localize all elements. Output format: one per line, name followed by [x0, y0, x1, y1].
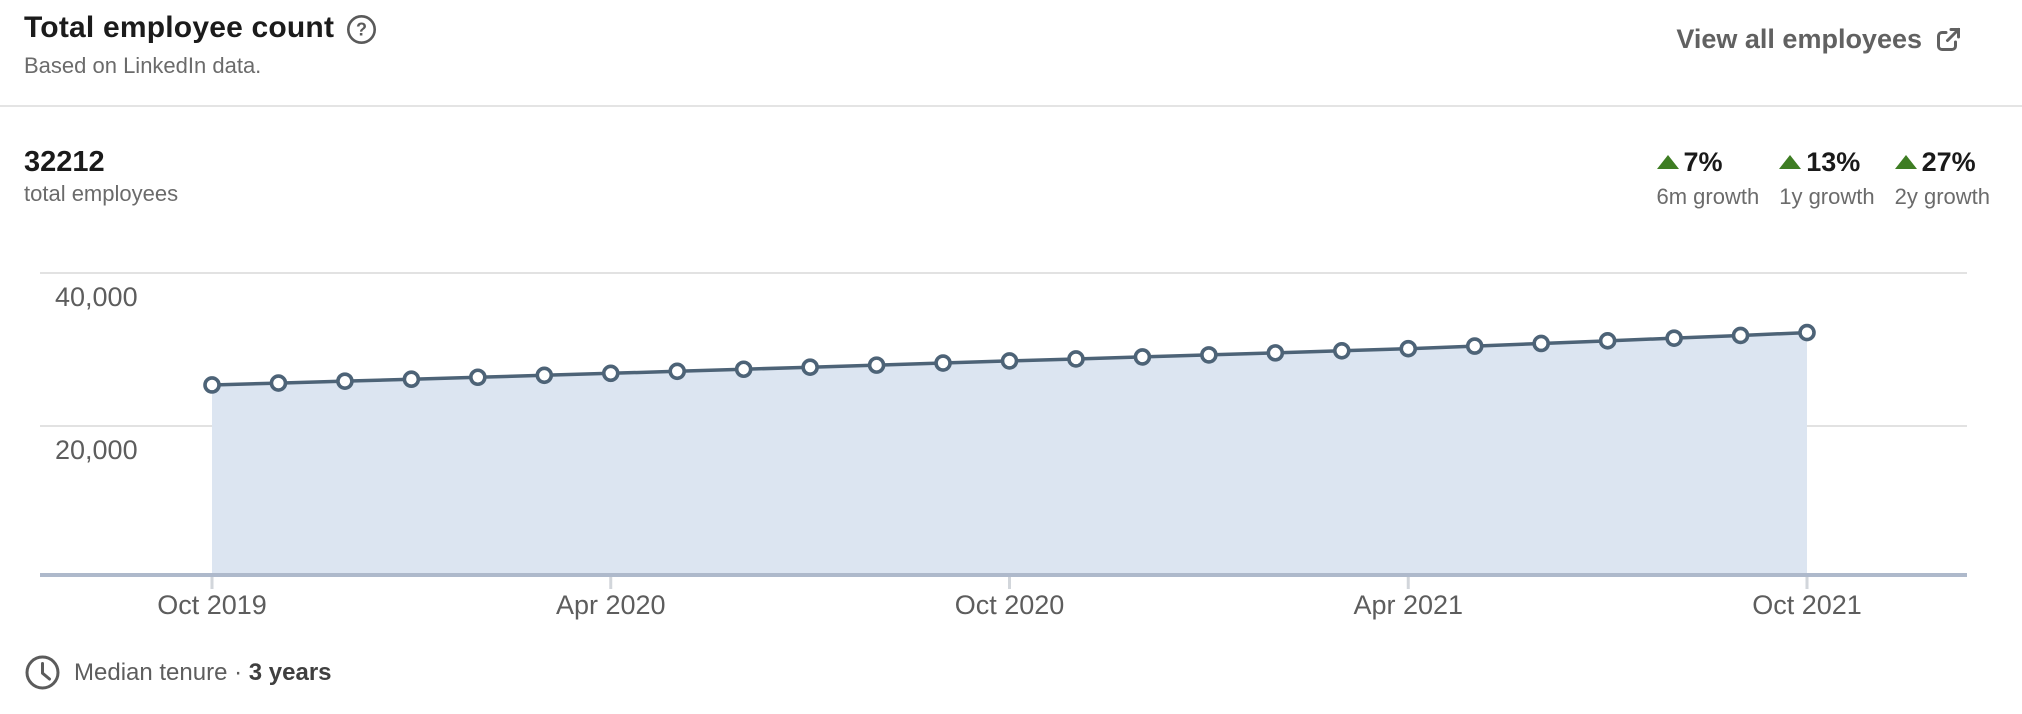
stats-row: 32212 total employees 7% 6m growth 13% 1…	[0, 147, 2022, 209]
total-employees-stat: 32212 total employees	[24, 147, 178, 206]
data-point[interactable]	[1798, 323, 1816, 342]
growth-pct: 27%	[1921, 146, 1976, 177]
view-all-employees-link[interactable]: View all employees	[1676, 24, 1962, 55]
median-tenure-value: 3 years	[248, 658, 332, 686]
subtitle: Based on LinkedIn data.	[24, 53, 262, 78]
data-point[interactable]	[1598, 332, 1617, 350]
data-point[interactable]	[469, 368, 487, 387]
y-axis-tick-label: 20,000	[55, 435, 138, 465]
header-left: Total employee count ? Based on LinkedIn…	[24, 10, 377, 80]
growth-pct: 13%	[1806, 146, 1861, 177]
card-header: Total employee count ? Based on LinkedIn…	[0, 0, 2022, 80]
help-icon[interactable]: ?	[346, 14, 377, 45]
data-point[interactable]	[535, 366, 554, 385]
median-tenure-label: Median tenure ·	[74, 658, 243, 686]
growth-stat-6m: 7% 6m growth	[1656, 146, 1760, 209]
data-point[interactable]	[336, 372, 354, 390]
y-axis-tick-label: 40,000	[55, 282, 138, 312]
x-axis-tick-label: Oct 2019	[157, 590, 267, 620]
data-point[interactable]	[1266, 344, 1285, 362]
data-point[interactable]	[1133, 348, 1152, 366]
growth-label: 2y growth	[1894, 184, 1990, 209]
svg-text:?: ?	[356, 19, 367, 39]
data-point[interactable]	[934, 354, 952, 372]
total-employees-label: total employees	[24, 181, 179, 206]
x-axis-tick-label: Oct 2021	[1752, 590, 1862, 620]
growth-up-icon	[1779, 155, 1802, 169]
data-point[interactable]	[734, 360, 753, 379]
growth-stat-2y: 27% 2y growth	[1894, 146, 1990, 209]
growth-stats: 7% 6m growth 13% 1y growth 27% 2y growth	[1656, 146, 1990, 209]
view-all-label: View all employees	[1676, 24, 1922, 54]
data-point[interactable]	[867, 356, 886, 374]
external-link-icon	[1934, 26, 1962, 54]
data-point[interactable]	[203, 376, 221, 394]
total-employees-value: 32212	[24, 146, 105, 178]
data-point[interactable]	[1731, 326, 1750, 345]
data-point[interactable]	[1332, 342, 1351, 360]
data-point[interactable]	[1399, 339, 1418, 358]
area-fill	[212, 332, 1807, 573]
data-point[interactable]	[668, 362, 687, 381]
median-tenure-row: Median tenure · 3 years	[24, 654, 2022, 691]
x-axis-tick-label: Apr 2020	[556, 590, 666, 620]
header-divider	[0, 105, 2022, 107]
growth-stat-1y: 13% 1y growth	[1779, 146, 1875, 209]
x-axis-tick-label: Apr 2021	[1353, 590, 1463, 620]
growth-label: 1y growth	[1779, 184, 1875, 209]
growth-up-icon	[1894, 155, 1917, 169]
growth-pct: 7%	[1683, 146, 1723, 177]
median-tenure-text: Median tenure · 3 years	[74, 659, 332, 687]
data-point[interactable]	[269, 374, 288, 392]
growth-up-icon	[1656, 155, 1679, 169]
data-point[interactable]	[1200, 346, 1218, 364]
data-point[interactable]	[1532, 334, 1550, 353]
data-point[interactable]	[1067, 350, 1085, 368]
data-point[interactable]	[1465, 337, 1484, 355]
data-point[interactable]	[1665, 329, 1683, 347]
data-point[interactable]	[1000, 352, 1019, 370]
x-axis-tick-label: Oct 2020	[955, 590, 1065, 620]
data-point[interactable]	[801, 358, 819, 377]
page-title: Total employee count	[24, 11, 335, 44]
clock-icon	[24, 654, 61, 691]
data-point[interactable]	[402, 370, 421, 389]
data-point[interactable]	[601, 364, 620, 383]
employee-count-chart[interactable]: 40,000 20,000 Oct 2019 Apr 2020 Oct 2020 Apr …	[24, 242, 1998, 632]
growth-label: 6m growth	[1656, 184, 1760, 209]
